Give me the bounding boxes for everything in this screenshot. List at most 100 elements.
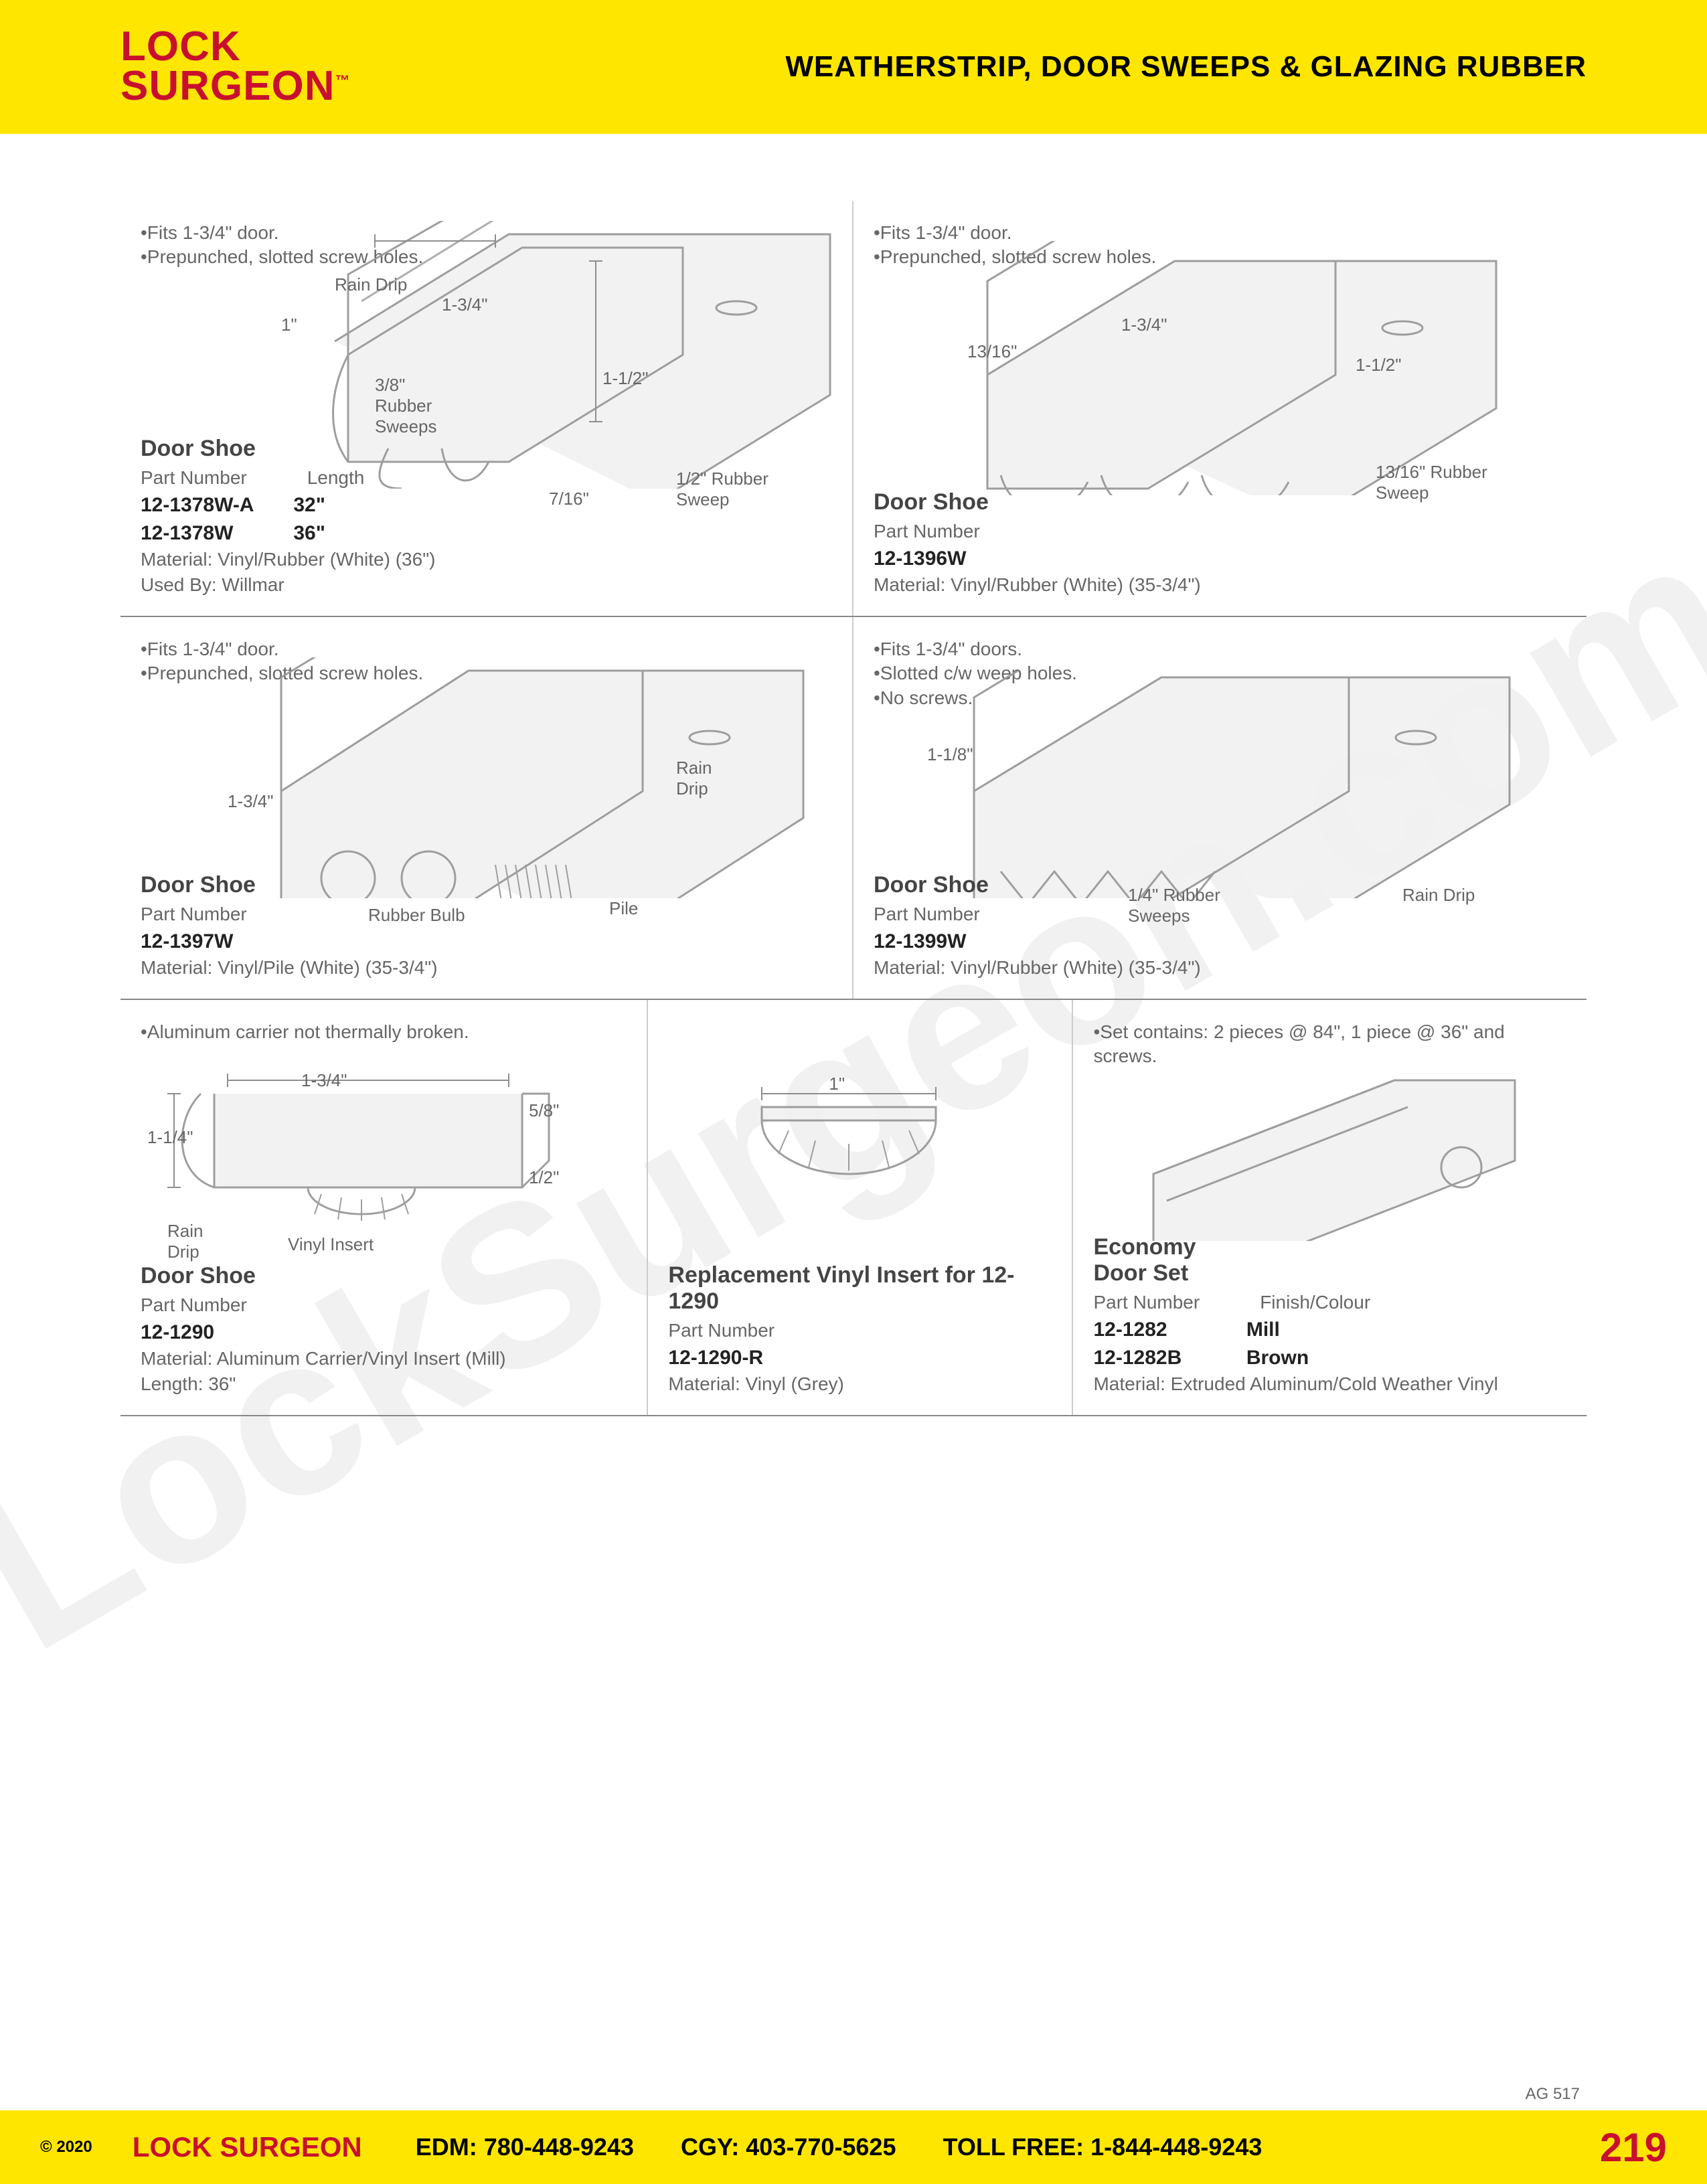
product-title: Door Shoe xyxy=(141,436,435,462)
material: Material: Aluminum Carrier/Vinyl Insert … xyxy=(141,1348,633,1369)
col-part: Part Number xyxy=(1093,1292,1200,1313)
product-title: Door Shoe xyxy=(141,872,438,898)
column-headers: Part Number xyxy=(141,1294,633,1316)
dim-w: 1-3/4" xyxy=(301,1070,347,1091)
material-value: Vinyl/Rubber (White) (35-3/4") xyxy=(951,957,1201,978)
dim-pile: Pile xyxy=(609,898,638,919)
page-title: WEATHERSTRIP, DOOR SWEEPS & GLAZING RUBB… xyxy=(785,50,1587,84)
col-length: Length xyxy=(307,467,365,489)
dim-height: 1-1/2" xyxy=(602,368,649,389)
used-by: Used By: Willmar xyxy=(141,574,435,596)
dim-half-sweep: 1/2" Rubber Sweep xyxy=(676,469,768,510)
column-headers: Part Number Length xyxy=(141,467,435,489)
dim-rain: Rain Drip xyxy=(1402,885,1475,906)
length: 32" xyxy=(293,494,325,517)
product-title: Economy Door Set xyxy=(1093,1234,1573,1286)
phone-tollfree: TOLL FREE: 1-844-448-9243 xyxy=(943,2133,1262,2161)
col-finish: Finish/Colour xyxy=(1260,1292,1370,1313)
part-number: 12-1397W xyxy=(141,930,288,953)
part-number: 12-1378W-A xyxy=(141,494,288,517)
dim-716: 7/16" xyxy=(549,489,589,509)
material: Material: Vinyl/Rubber (White) (35-3/4") xyxy=(874,574,1201,596)
material-value: Vinyl/Rubber (White) (35-3/4") xyxy=(951,574,1201,595)
material-value: Extruded Aluminum/Cold Weather Vinyl xyxy=(1171,1373,1498,1394)
product-12-1282: •Set contains: 2 pieces @ 84", 1 piece @… xyxy=(1073,1000,1587,1415)
part-number: 12-1399W xyxy=(874,930,1021,953)
dim-height: 1-1/8" xyxy=(927,744,973,765)
dim-width: 1-3/4" xyxy=(1121,315,1167,335)
logo-line2: SURGEON™ xyxy=(120,67,350,106)
notes: •Aluminum carrier not thermally broken. xyxy=(141,1020,627,1044)
page-number: 219 xyxy=(1600,2124,1667,2171)
col-part: Part Number xyxy=(141,904,247,925)
finish: Brown xyxy=(1246,1347,1309,1369)
part-row: 12-1397W xyxy=(141,930,438,953)
dim-sweep38: 3/8" Rubber Sweeps xyxy=(375,375,437,437)
row-1: •Fits 1-3/4" door. •Prepunched, slotted … xyxy=(120,201,1587,617)
part-number: 12-1282 xyxy=(1093,1319,1240,1341)
length-value: 36" xyxy=(208,1373,236,1394)
column-headers: Part Number xyxy=(874,521,1201,542)
usedby-label: Used By: xyxy=(141,574,217,595)
dim-rain: Rain Drip xyxy=(676,758,712,799)
footer-brand: LOCK SURGEON xyxy=(133,2131,362,2163)
material-label: Material: xyxy=(141,1348,212,1369)
col-part: Part Number xyxy=(141,467,247,489)
part-row: 12-1290-R xyxy=(668,1347,1058,1369)
product-12-1290-R: 1" Replacement Vinyl Insert for 12-1290 … xyxy=(648,1000,1073,1415)
material-value: Vinyl/Pile (White) (35-3/4") xyxy=(218,957,437,978)
material: Material: Vinyl/Pile (White) (35-3/4") xyxy=(141,957,438,979)
material-value: Vinyl (Grey) xyxy=(746,1373,844,1394)
part-row: 12-1282B Brown xyxy=(1093,1347,1573,1369)
part-row: 12-1378W-A 32" xyxy=(141,494,435,517)
product-12-1290: •Aluminum carrier not thermally broken. xyxy=(120,1000,648,1415)
copyright: © 2020 xyxy=(40,2138,92,2157)
part-row: 12-1282 Mill xyxy=(1093,1319,1573,1341)
part-row: 12-1399W xyxy=(874,930,1201,953)
material: Material: Vinyl/Rubber (White) (36") xyxy=(141,549,435,570)
col-part: Part Number xyxy=(668,1320,775,1341)
product-title: Door Shoe xyxy=(874,489,1201,515)
finish: Mill xyxy=(1246,1319,1280,1341)
product-title: Door Shoe xyxy=(141,1263,633,1289)
product-12-1378W: •Fits 1-3/4" door. •Prepunched, slotted … xyxy=(120,201,854,616)
material-label: Material: xyxy=(668,1373,740,1394)
part-row: 12-1378W 36" xyxy=(141,522,435,545)
length: 36" xyxy=(293,522,325,545)
column-headers: Part Number xyxy=(141,904,438,925)
diagram xyxy=(1127,1067,1542,1241)
header-bar: LOCK SURGEON™ WEATHERSTRIP, DOOR SWEEPS … xyxy=(0,0,1707,134)
product-12-1399W: •Fits 1-3/4" doors. •Slotted c/w weep ho… xyxy=(854,617,1587,999)
material-label: Material: xyxy=(141,549,212,570)
column-headers: Part Number xyxy=(668,1320,1058,1341)
part-number: 12-1396W xyxy=(874,548,1021,570)
row-3: •Aluminum carrier not thermally broken. xyxy=(120,1000,1587,1416)
col-part: Part Number xyxy=(874,521,980,542)
ag-code: AG 517 xyxy=(1526,2085,1580,2104)
diagram xyxy=(934,241,1536,495)
diagram xyxy=(920,671,1536,898)
material-label: Material: xyxy=(874,957,945,978)
material: Material: Vinyl/Rubber (White) (35-3/4") xyxy=(874,957,1201,979)
material-value: Vinyl/Rubber (White) (36") xyxy=(218,549,435,570)
dim-e: 5/8" xyxy=(529,1100,559,1121)
dim-height: 1-3/4" xyxy=(228,791,274,812)
dim-rain-drip: Rain Drip xyxy=(335,274,407,295)
part-number: 12-1290-R xyxy=(668,1347,815,1369)
part-row: 12-1396W xyxy=(874,548,1201,570)
product-12-1397W: •Fits 1-3/4" door. •Prepunched, slotted … xyxy=(120,617,854,999)
diagram xyxy=(708,1080,989,1214)
product-12-1396W: •Fits 1-3/4" door. •Prepunched, slotted … xyxy=(854,201,1587,616)
col-part: Part Number xyxy=(141,1294,247,1316)
diagram xyxy=(228,657,830,898)
phone-cgy: CGY: 403-770-5625 xyxy=(681,2133,896,2161)
dim-1316: 13/16" xyxy=(967,341,1017,362)
content: •Fits 1-3/4" door. •Prepunched, slotted … xyxy=(0,134,1707,1443)
column-headers: Part Number xyxy=(874,904,1201,925)
logo: LOCK SURGEON™ xyxy=(120,27,350,106)
note-line: •Aluminum carrier not thermally broken. xyxy=(141,1020,627,1044)
dim-height: 1-1/2" xyxy=(1356,355,1402,375)
dim-h: 1-1/4" xyxy=(147,1127,193,1148)
footer-bar: © 2020 LOCK SURGEON EDM: 780-448-9243 CG… xyxy=(0,2110,1707,2184)
part-row: 12-1290 xyxy=(141,1321,633,1344)
